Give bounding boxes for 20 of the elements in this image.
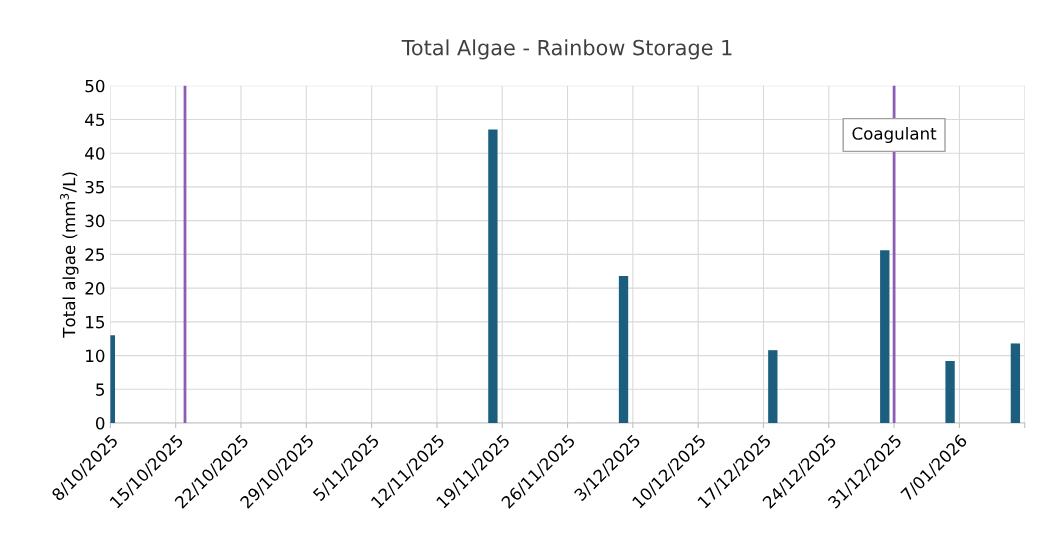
y-tick-label: 50 [85,79,105,93]
y-tick-label: 30 [85,214,105,228]
y-tick-label: 45 [85,113,105,127]
chart-title: Total Algae - Rainbow Storage 1 [401,39,732,60]
bar [880,250,890,424]
bar [1010,343,1021,424]
y-axis-title: Total algae (mm$^{3}$/L) [60,172,79,338]
bar [768,350,778,424]
y-tick-label: 10 [86,349,105,363]
bar [618,275,629,424]
y-tick-label: 40 [85,147,105,160]
bar [488,129,498,424]
y-tick-label: 20 [85,282,105,295]
y-tick-label: 15 [86,316,105,329]
y-tick-label: 35 [85,180,105,194]
y-tick-label: 5 [96,383,105,396]
y-tick-label: 25 [85,248,105,261]
y-tick-label: 0 [95,417,105,430]
bar [945,360,955,424]
ref-line-label: Coagulant [852,126,937,144]
